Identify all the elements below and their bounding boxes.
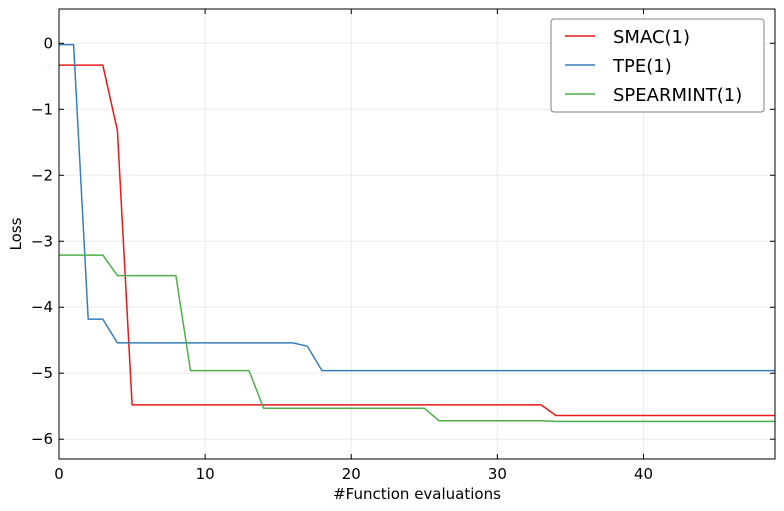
legend-label: SPEARMINT(1)	[613, 85, 742, 106]
plot-frame	[58, 8, 776, 460]
series-line-tpe-1	[59, 43, 775, 372]
x-tick-label: 20	[342, 465, 361, 483]
series-lines	[59, 43, 775, 423]
y-tick-label: −5	[31, 364, 53, 382]
legend-label: SMAC(1)	[613, 27, 690, 48]
axis-ticks: 0 10 20 30 40 0 −1 −2 −3 −4 −5 −6	[31, 9, 775, 483]
legend: SMAC(1) TPE(1) SPEARMINT(1)	[550, 18, 765, 113]
legend-label: TPE(1)	[612, 56, 672, 77]
x-tick-label: 10	[196, 465, 215, 483]
x-tick-label: 0	[54, 465, 64, 483]
legend-box	[550, 18, 765, 113]
y-tick-label: −4	[31, 298, 53, 316]
series-line-spearmint-1	[59, 254, 775, 423]
y-tick-label: −6	[31, 430, 53, 448]
x-tick-label: 30	[488, 465, 507, 483]
grid-lines	[59, 9, 775, 459]
y-axis-label: Loss	[7, 217, 25, 250]
y-tick-label: −1	[31, 100, 53, 118]
y-tick-label: −3	[31, 232, 53, 250]
y-tick-label: −2	[31, 166, 53, 184]
x-axis-label: #Function evaluations	[333, 485, 501, 503]
series-line-smac-1	[59, 64, 775, 417]
y-tick-label: 0	[43, 34, 53, 52]
x-tick-label: 40	[634, 465, 653, 483]
